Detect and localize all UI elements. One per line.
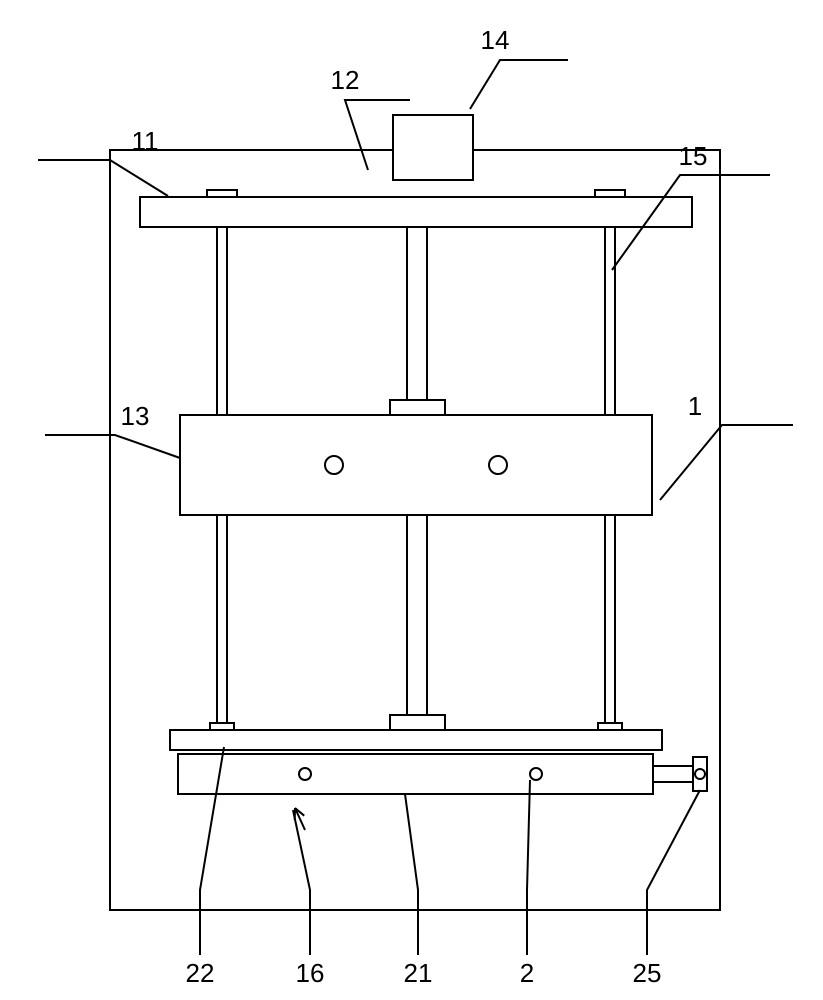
guide-rod-lower-1	[605, 515, 615, 730]
label-4: 13	[121, 401, 150, 431]
label-5: 1	[688, 391, 702, 421]
label-9: 2	[520, 958, 534, 988]
middle-block	[180, 415, 652, 515]
side-connector-stem	[653, 766, 695, 782]
center-shaft-lower	[407, 515, 427, 715]
lead-line-0	[470, 60, 568, 109]
top-motor-block	[393, 115, 473, 180]
center-shaft-upper-foot	[390, 400, 445, 415]
guide-rod-upper-0	[217, 227, 227, 415]
bottom-bar	[178, 754, 653, 794]
label-7: 16	[296, 958, 325, 988]
center-shaft-lower-foot	[390, 715, 445, 730]
label-2: 11	[132, 126, 159, 156]
top-bolt-head-0	[207, 190, 237, 197]
label-6: 22	[186, 958, 215, 988]
label-10: 25	[633, 958, 662, 988]
guide-rod-lower-foot-1	[598, 723, 622, 730]
center-shaft-upper	[407, 227, 427, 400]
lower-plate	[170, 730, 662, 750]
guide-rod-lower-0	[217, 515, 227, 730]
guide-rod-lower-foot-0	[210, 723, 234, 730]
top-bolt-head-1	[595, 190, 625, 197]
top-bar	[140, 197, 692, 227]
label-0: 14	[481, 25, 510, 55]
label-1: 12	[331, 65, 360, 95]
label-3: 15	[679, 141, 708, 171]
guide-rod-upper-1	[605, 227, 615, 415]
label-8: 21	[404, 958, 433, 988]
